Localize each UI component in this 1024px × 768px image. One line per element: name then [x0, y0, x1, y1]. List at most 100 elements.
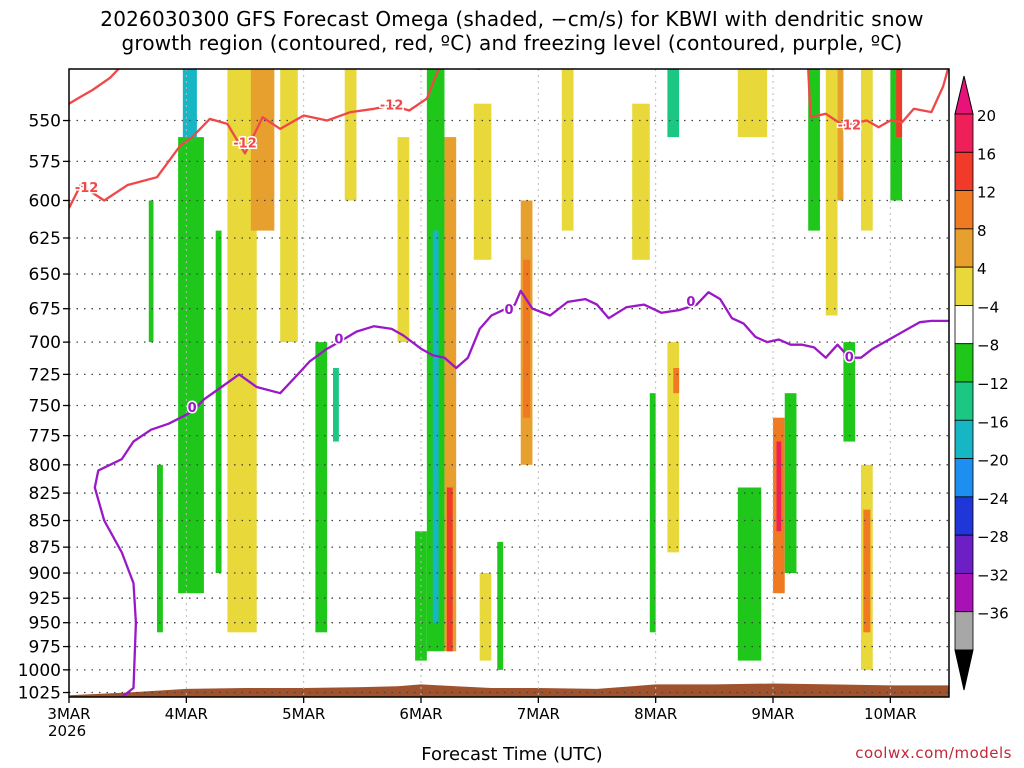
contour-label: -12 [75, 181, 99, 196]
omega-cell [896, 69, 903, 138]
snow-growth-contour [69, 69, 480, 209]
colorbar-swatch [954, 534, 974, 574]
omega-cell [446, 487, 453, 652]
omega-cell [523, 259, 531, 418]
omega-cell [444, 137, 457, 652]
omega-cell [250, 69, 275, 231]
y-tick-label: 875 [29, 538, 61, 558]
contour-label: -12 [838, 119, 862, 134]
omega-cell [649, 393, 656, 633]
y-tick-label: 800 [29, 456, 61, 476]
omega-cell [808, 69, 820, 231]
surface-terrain [69, 683, 949, 697]
snow-growth-contour [69, 69, 121, 105]
colorbar-label: 8 [977, 222, 987, 240]
omega-cell [397, 137, 410, 343]
y-tick-label: 600 [29, 191, 61, 211]
snow-growth-contour [807, 69, 949, 129]
colorbar-label: 16 [977, 145, 996, 163]
omega-cell [157, 464, 163, 633]
contour-label: 0 [504, 303, 513, 318]
colorbar-label: −8 [977, 337, 999, 355]
y-tick-label: 725 [29, 365, 61, 385]
x-tick-label: 9MAR [751, 705, 794, 723]
colorbar-swatch [954, 266, 974, 306]
colorbar-swatch [954, 343, 974, 383]
colorbar-swatch [954, 151, 974, 191]
colorbar-label: −4 [977, 298, 999, 316]
y-tick-label: 850 [29, 512, 61, 532]
colorbar-label: −28 [977, 528, 1009, 546]
omega-cell [861, 69, 873, 231]
omega-cell [148, 200, 154, 343]
omega-cell [415, 531, 427, 661]
omega-cell [497, 541, 504, 670]
omega-cell [333, 368, 339, 442]
x-tick-label: 7MAR [517, 705, 560, 723]
colorbar-swatch [954, 611, 974, 651]
contour-label: 0 [686, 295, 695, 310]
colorbar-swatch [954, 228, 974, 268]
freezing-level-contour [93, 289, 949, 697]
colorbar-swatch [954, 458, 974, 498]
omega-cell [473, 103, 492, 260]
x-tick-label: 10MAR [864, 705, 917, 723]
x-tick-label: 3MAR [47, 705, 90, 723]
colorbar-top-arrow [954, 75, 974, 115]
y-tick-label: 750 [29, 397, 61, 417]
omega-cell [178, 137, 204, 594]
plot-frame [68, 68, 950, 698]
y-tick-label: 550 [29, 112, 61, 132]
omega-cell [479, 573, 492, 661]
x-tick-label: 6MAR [399, 705, 442, 723]
colorbar-label: −32 [977, 566, 1009, 584]
colorbar-label: −16 [977, 413, 1009, 431]
omega-cell [825, 69, 838, 316]
omega-cell [561, 69, 574, 231]
contour-label: 0 [845, 351, 854, 366]
omega-cell [667, 342, 680, 553]
contour-label: -12 [380, 98, 404, 113]
omega-cell [632, 103, 650, 260]
omega-cell [215, 230, 222, 574]
y-tick-label: 1025 [18, 684, 61, 704]
chart-title-line1: 2026030300 GFS Forecast Omega (shaded, −… [100, 7, 924, 31]
omega-cell [776, 441, 782, 532]
contour-label: -12 [233, 137, 257, 152]
omega-cell [737, 69, 768, 138]
omega-cell [890, 69, 903, 201]
omega-cell [344, 69, 357, 201]
omega-cell [837, 69, 844, 201]
y-tick-label: 675 [29, 300, 61, 320]
y-tick-label: 925 [29, 589, 61, 609]
y-tick-label: 575 [29, 152, 61, 172]
y-tick-label: 950 [29, 614, 61, 634]
colorbar-swatch [954, 113, 974, 153]
colorbar-bottom-arrow [954, 649, 974, 691]
omega-cell [737, 487, 762, 661]
x-axis-title: Forecast Time (UTC) [421, 744, 603, 765]
x-year-label: 2026 [48, 722, 87, 740]
y-tick-label: 825 [29, 484, 61, 504]
contour-label: 0 [188, 401, 197, 416]
x-tick-label: 5MAR [282, 705, 325, 723]
colorbar-label: −24 [977, 490, 1009, 508]
colorbar-swatch [954, 305, 974, 345]
colorbar-label: −12 [977, 375, 1009, 393]
omega-cell [315, 342, 328, 633]
colorbar-label: −36 [977, 605, 1009, 623]
y-tick-label: 625 [29, 229, 61, 249]
y-tick-label: 700 [29, 333, 61, 353]
chart-title-line2: growth region (contoured, red, ºC) and f… [121, 31, 903, 55]
y-tick-label: 650 [29, 265, 61, 285]
colorbar-label: 12 [977, 184, 996, 202]
colorbar-label: −20 [977, 452, 1009, 470]
credit-text: coolwx.com/models [855, 744, 1012, 762]
colorbar-swatch [954, 573, 974, 613]
omega-cell [280, 69, 298, 343]
y-tick-label: 1000 [18, 661, 61, 681]
omega-cell [784, 393, 797, 574]
y-tick-label: 975 [29, 638, 61, 658]
omega-cell [432, 230, 439, 623]
